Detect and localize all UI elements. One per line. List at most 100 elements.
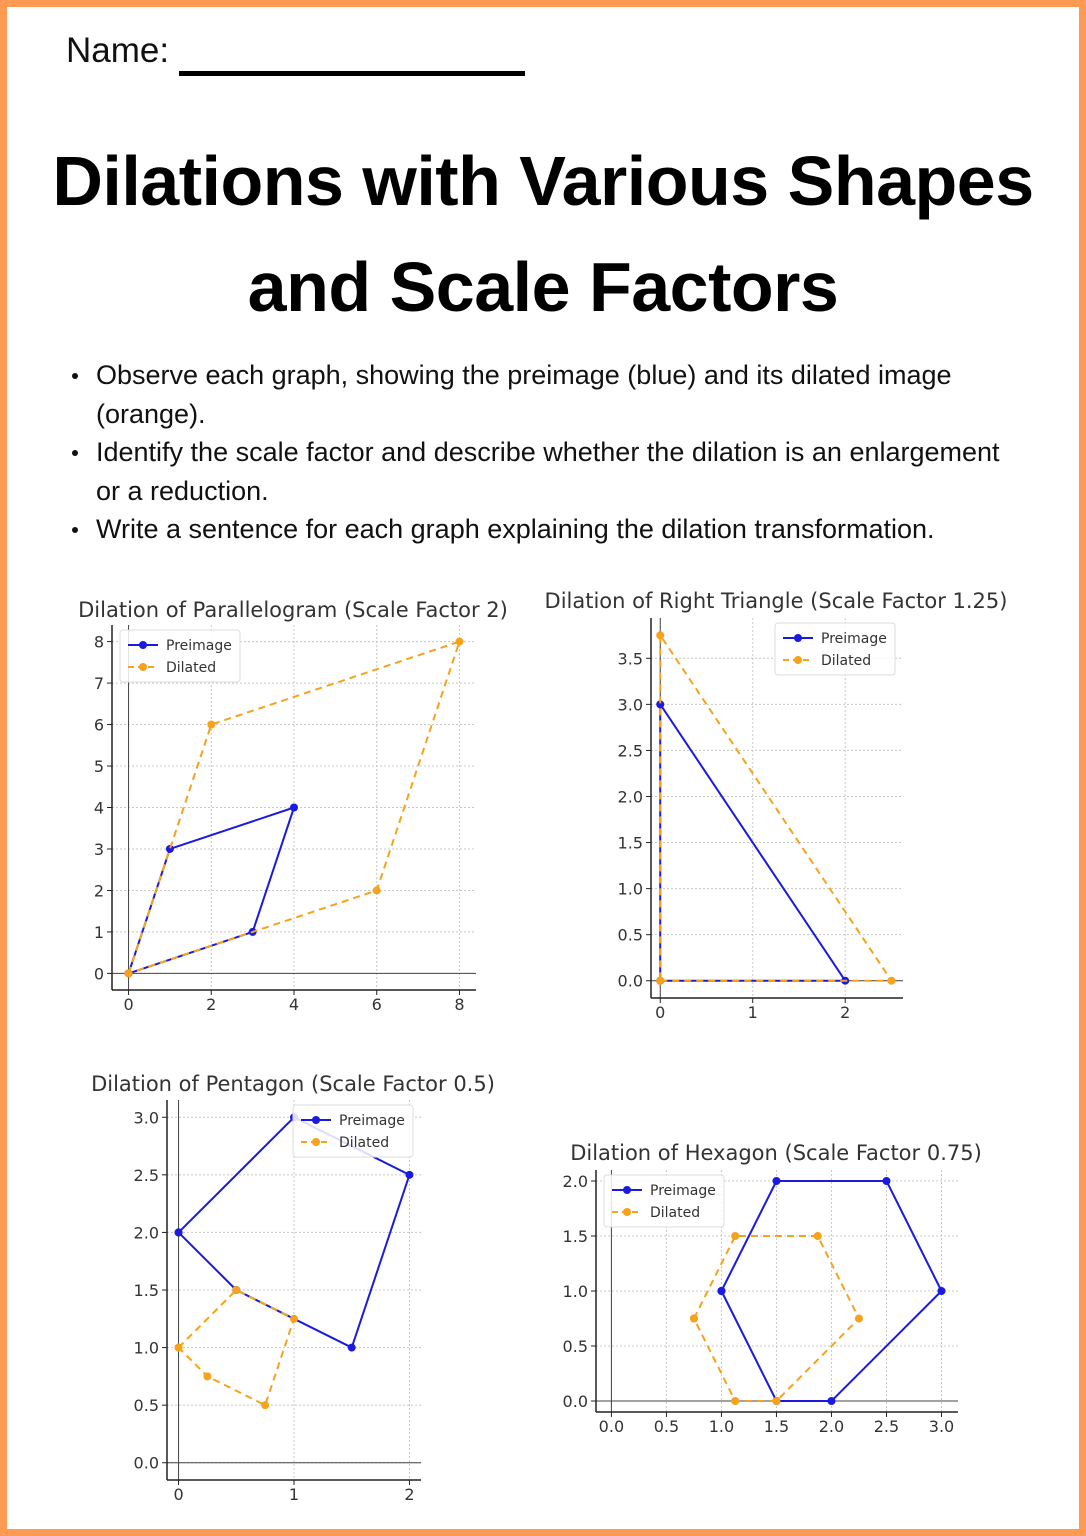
data-point-dilated <box>854 1314 863 1323</box>
y-tick-label: 4 <box>94 799 104 818</box>
legend-marker <box>623 1208 631 1216</box>
name-label: Name: <box>66 31 170 70</box>
y-tick-label: 3.5 <box>618 649 643 668</box>
y-tick-label: 3 <box>94 840 104 859</box>
legend-marker <box>139 663 147 671</box>
legend-marker <box>312 1138 320 1146</box>
chart-title: Dilation of Hexagon (Scale Factor 0.75) <box>570 1141 982 1165</box>
y-tick-label: 1 <box>94 923 104 942</box>
y-tick-label: 7 <box>94 674 104 693</box>
x-tick-label: 2.5 <box>874 1417 899 1436</box>
data-point-dilated <box>290 1314 298 1323</box>
x-tick-label: 1.5 <box>764 1417 789 1436</box>
legend-label: Preimage <box>339 1113 405 1129</box>
series-line-dilated <box>659 634 893 982</box>
legend-label: Preimage <box>821 631 887 647</box>
series-line-preimage <box>177 1116 411 1349</box>
x-tick-label: 1 <box>748 1003 758 1022</box>
chart-2: Dilation of Right Triangle (Scale Factor… <box>545 589 1008 1022</box>
chart-3: Dilation of Pentagon (Scale Factor 0.5) 0… <box>91 1072 495 1504</box>
y-tick-label: 0.0 <box>134 1454 159 1473</box>
data-point-preimage <box>882 1177 891 1185</box>
y-tick-label: 0.5 <box>563 1337 588 1356</box>
data-point-preimage <box>405 1170 414 1179</box>
chart-legend: Preimage Dilated <box>774 622 896 676</box>
y-tick-label: 0.0 <box>563 1392 588 1411</box>
x-tick-label: 1.0 <box>709 1417 734 1436</box>
data-point-preimage <box>827 1397 836 1405</box>
y-tick-label: 0.5 <box>618 926 643 945</box>
legend-box <box>603 1174 725 1228</box>
chart-legend: Preimage Dilated <box>292 1104 414 1158</box>
data-point-dilated <box>455 637 464 646</box>
x-tick-label: 2 <box>206 995 216 1014</box>
instruction-item: Write a sentence for each graph explaini… <box>70 510 1030 549</box>
data-point-dilated <box>656 631 665 640</box>
x-tick-label: 0.0 <box>599 1417 624 1436</box>
instruction-item: Observe each graph, showing the preimage… <box>70 356 1030 433</box>
data-point-dilated <box>261 1401 270 1410</box>
y-tick-label: 1.5 <box>563 1227 588 1246</box>
instruction-item: Identify the scale factor and describe w… <box>70 433 1030 510</box>
data-point-dilated <box>887 976 896 985</box>
x-tick-label: 1 <box>289 1485 299 1504</box>
data-point-dilated <box>207 720 216 729</box>
chart-legend: Preimage Dilated <box>119 629 241 683</box>
y-tick-label: 8 <box>94 633 104 652</box>
legend-marker <box>794 656 802 664</box>
legend-box <box>292 1104 414 1158</box>
x-tick-label: 0.5 <box>654 1417 679 1436</box>
data-point-dilated <box>124 969 133 978</box>
y-tick-label: 1.0 <box>563 1282 588 1301</box>
data-point-preimage <box>165 844 174 853</box>
y-tick-label: 3.0 <box>134 1108 159 1127</box>
name-field: Name: <box>66 30 526 76</box>
worksheet-title: Dilations with Various Shapes and Scale … <box>0 128 1086 340</box>
instructions-list: Observe each graph, showing the preimage… <box>70 356 1030 549</box>
y-tick-label: 2.5 <box>618 741 643 760</box>
y-tick-label: 2.5 <box>134 1166 159 1185</box>
data-point-dilated <box>772 1397 781 1405</box>
data-point-dilated <box>232 1286 241 1294</box>
x-tick-label: 2 <box>404 1485 414 1504</box>
data-point-dilated <box>731 1232 740 1240</box>
data-point-dilated <box>731 1397 740 1405</box>
y-tick-label: 2 <box>94 881 104 900</box>
data-point-dilated <box>689 1314 698 1323</box>
legend-marker <box>794 634 802 642</box>
x-tick-label: 3.0 <box>929 1417 954 1436</box>
y-tick-label: 2.0 <box>618 787 643 806</box>
data-point-preimage <box>717 1287 726 1295</box>
data-point-preimage <box>347 1343 356 1352</box>
y-tick-label: 1.5 <box>134 1281 159 1300</box>
data-point-preimage <box>290 803 298 812</box>
data-point-dilated <box>656 976 665 985</box>
x-tick-label: 2 <box>840 1003 850 1022</box>
chart-legend: Preimage Dilated <box>603 1174 725 1228</box>
legend-label: Dilated <box>650 1205 700 1221</box>
data-point-preimage <box>772 1177 781 1185</box>
chart-4: Dilation of Hexagon (Scale Factor 0.75) 0… <box>563 1141 982 1436</box>
title-line-1: Dilations with Various Shapes <box>52 142 1034 220</box>
data-point-dilated <box>203 1372 212 1381</box>
data-point-preimage <box>937 1287 946 1295</box>
data-point-dilated <box>174 1343 183 1352</box>
y-tick-label: 1.0 <box>134 1339 159 1358</box>
series-line-dilated <box>127 640 461 975</box>
x-tick-label: 6 <box>372 995 382 1014</box>
y-tick-label: 5 <box>94 757 104 776</box>
chart-title: Dilation of Pentagon (Scale Factor 0.5) <box>91 1072 495 1096</box>
title-line-2: and Scale Factors <box>247 248 839 326</box>
x-tick-label: 2.0 <box>819 1417 844 1436</box>
chart-title: Dilation of Right Triangle (Scale Factor… <box>545 589 1008 613</box>
name-blank-line[interactable] <box>179 71 526 76</box>
legend-marker <box>312 1116 320 1124</box>
data-point-dilated <box>372 886 381 895</box>
y-tick-label: 3.0 <box>618 695 643 714</box>
legend-box <box>119 629 241 683</box>
legend-label: Dilated <box>821 653 871 669</box>
legend-box <box>774 622 896 676</box>
y-tick-label: 1.0 <box>618 880 643 899</box>
x-tick-label: 0 <box>655 1003 665 1022</box>
